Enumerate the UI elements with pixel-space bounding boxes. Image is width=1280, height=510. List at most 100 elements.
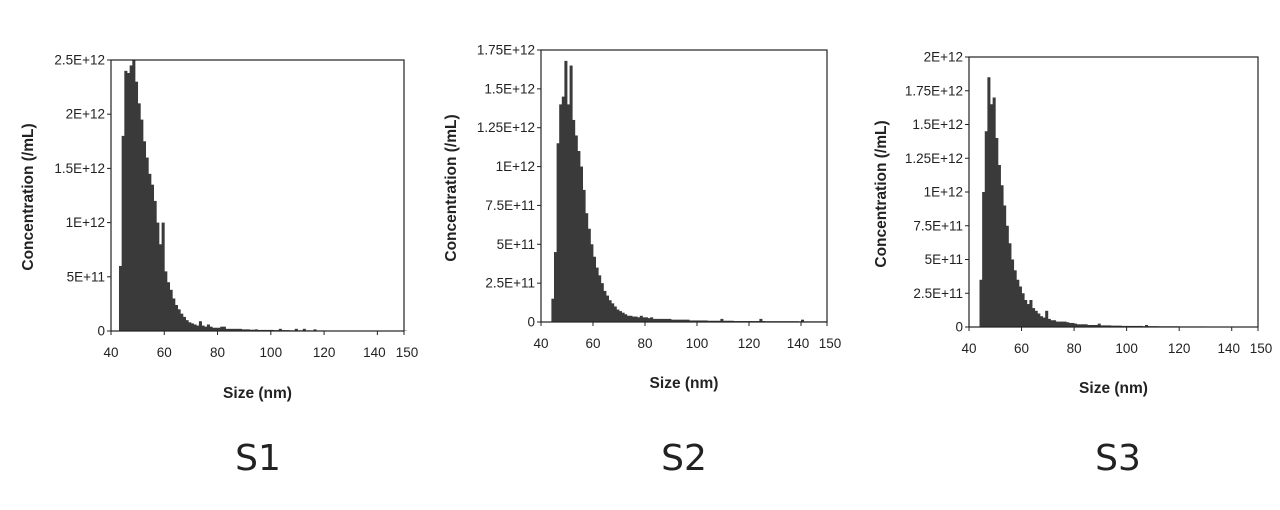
panel-label-s2: S2: [661, 438, 707, 479]
histogram-bar: [624, 314, 628, 322]
histogram-bar: [145, 157, 149, 331]
histogram-bar: [593, 256, 596, 322]
y-axis-title: Concentration (/mL): [20, 123, 37, 270]
histogram-bar: [639, 315, 643, 322]
histogram-bar: [984, 131, 988, 327]
histogram-bar: [650, 317, 654, 322]
histogram-bar: [1005, 225, 1009, 327]
histogram-bar: [132, 60, 136, 331]
histogram-bar: [1113, 325, 1117, 327]
histogram-bar: [652, 318, 656, 322]
histogram-bar: [198, 321, 202, 331]
histogram-bar: [1081, 324, 1085, 327]
histogram-bar: [626, 315, 630, 322]
histogram-bar: [619, 311, 622, 322]
histogram-bar: [196, 325, 200, 331]
histogram-bar: [613, 306, 617, 322]
y-tick-label: 1.5E+12: [912, 117, 963, 132]
histogram-bar: [1000, 185, 1004, 327]
histogram-bar: [1071, 322, 1075, 327]
histogram-bar: [156, 222, 160, 331]
y-tick-label: 5E+11: [67, 269, 105, 284]
histogram-bar: [209, 326, 213, 331]
histogram-bar: [228, 328, 232, 331]
histogram-bar: [204, 326, 208, 331]
histogram-bar: [278, 328, 282, 331]
histogram-bar: [1079, 324, 1083, 327]
y-tick-label: 0: [955, 320, 963, 335]
histogram-bar: [129, 65, 133, 332]
histogram-bar: [730, 320, 734, 322]
histogram-bar: [1100, 325, 1104, 327]
histogram-bar: [634, 316, 638, 322]
histogram-bar: [580, 166, 583, 322]
bars: [118, 60, 408, 332]
x-tick-label: 150: [1250, 341, 1273, 356]
histogram-bar: [190, 323, 194, 331]
histogram-bar: [671, 319, 674, 322]
histogram-bar: [1118, 325, 1122, 327]
bars: [979, 77, 1259, 328]
histogram-bar: [118, 265, 123, 331]
histogram-bar: [559, 104, 563, 323]
y-tick-label: 0: [527, 315, 535, 330]
histogram-bar: [710, 320, 713, 322]
y-tick-label: 1E+12: [924, 185, 963, 200]
histogram-bar: [148, 173, 152, 331]
histogram-bar: [153, 200, 157, 331]
histogram-bar: [600, 283, 604, 322]
x-axis-title: Size (nm): [650, 375, 719, 392]
histogram-bar: [598, 275, 602, 322]
histogram-bar: [1042, 317, 1046, 327]
x-tick-label: 140: [787, 336, 810, 351]
y-tick-label: 2E+12: [924, 50, 963, 65]
histogram-bar: [1089, 324, 1093, 327]
histogram-bar: [590, 244, 594, 322]
histogram-bar: [642, 317, 646, 322]
x-tick-label: 150: [819, 336, 842, 351]
histogram-bar: [1097, 323, 1101, 328]
histogram-bar: [1034, 310, 1038, 327]
histogram-bar: [997, 165, 1001, 327]
x-tick-label: 60: [1014, 341, 1029, 356]
histogram-bar: [1013, 270, 1017, 327]
histogram-bar: [212, 327, 216, 331]
histogram-bar: [169, 289, 173, 331]
histogram-bar: [174, 304, 178, 331]
histogram-bar: [987, 77, 991, 327]
histogram-bar: [182, 316, 186, 331]
histogram-bar: [150, 184, 155, 331]
x-tick-label: 40: [961, 341, 976, 356]
histogram-bar: [990, 104, 994, 327]
histogram-bar: [1095, 324, 1099, 327]
x-axis-title: Size (nm): [223, 385, 292, 402]
histogram-bar: [647, 318, 651, 322]
histogram-bar: [201, 325, 205, 331]
histogram-bar: [676, 319, 680, 322]
histogram-bar: [164, 271, 168, 331]
histogram-bar: [313, 329, 317, 331]
histogram-bar: [572, 119, 576, 322]
y-tick-label: 7.5E+11: [913, 218, 963, 233]
histogram-bar: [725, 320, 729, 322]
histogram-bar: [637, 317, 641, 322]
histogram-bar: [992, 97, 996, 327]
histogram-bar: [220, 326, 224, 331]
histogram-bar: [161, 222, 165, 331]
histogram-bar: [134, 81, 139, 332]
histogram-bar: [1116, 325, 1120, 327]
histogram-bar: [720, 318, 724, 322]
histogram-bar: [236, 328, 240, 331]
histogram-bar: [694, 320, 698, 322]
histogram-bar: [1108, 325, 1112, 327]
x-tick-label: 120: [1168, 341, 1191, 356]
histogram-bar: [1003, 205, 1007, 327]
histogram-bar: [585, 213, 589, 322]
bars: [551, 60, 828, 323]
histogram-bar: [294, 328, 298, 331]
histogram-bar: [241, 329, 245, 331]
x-tick-label: 80: [1067, 341, 1082, 356]
